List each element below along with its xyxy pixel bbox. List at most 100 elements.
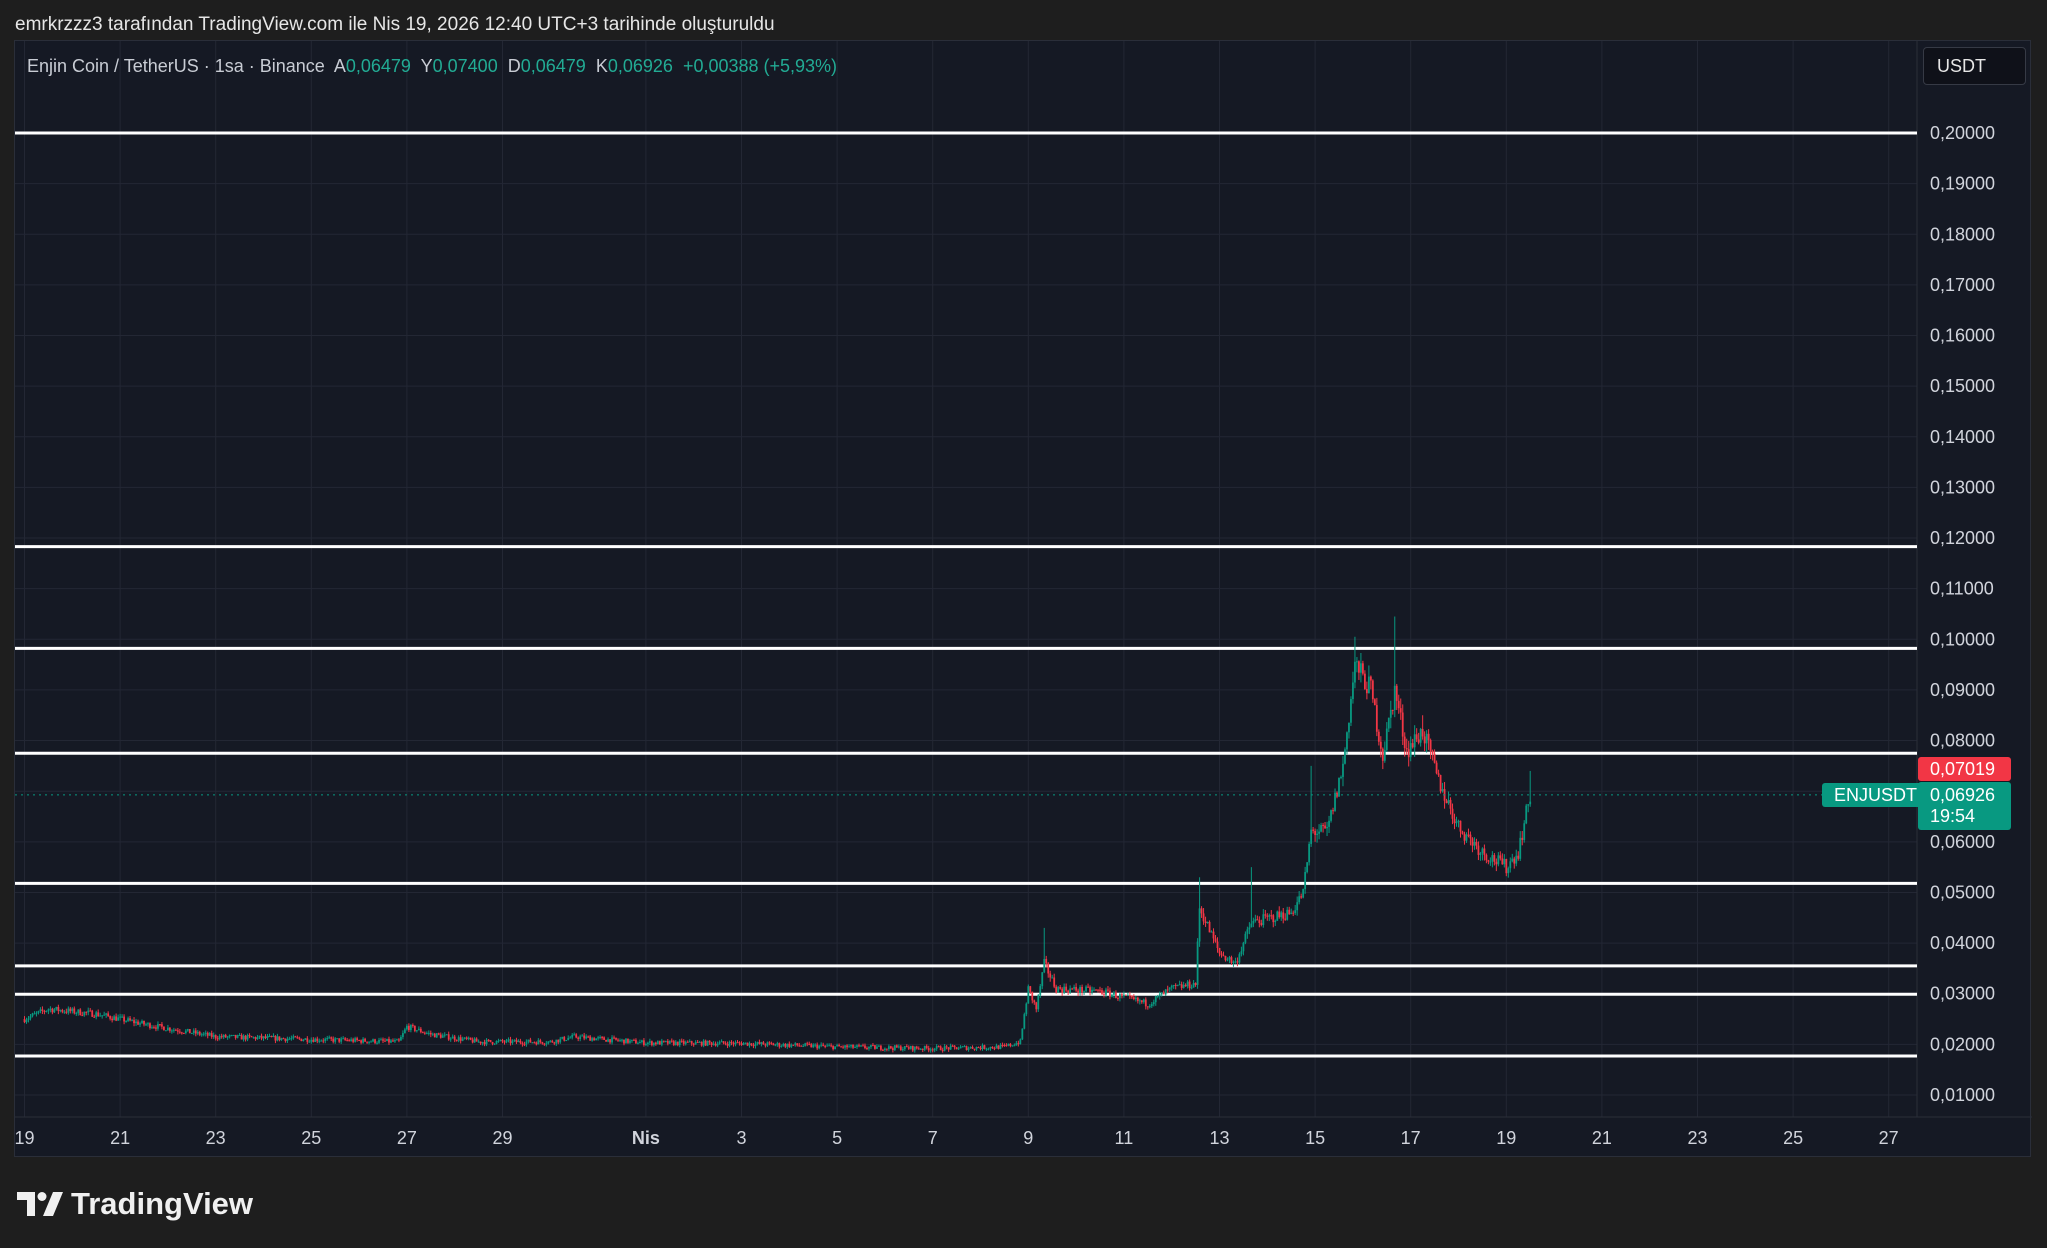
candle-body [81,1015,84,1017]
candle-body [212,1035,215,1037]
candle-body [314,1038,317,1042]
candle-body [786,1043,789,1047]
candle-body [172,1029,175,1031]
candle-body [1206,921,1209,924]
candle-body [1274,920,1277,923]
candle-body [621,1039,623,1041]
candle-body [67,1008,70,1013]
candle-body [121,1016,123,1018]
candle-body [1417,739,1420,743]
currency-unit-button[interactable]: USDT [1923,47,2026,85]
candle-body [758,1042,761,1044]
candle-body [1138,1000,1141,1002]
candle-body [238,1034,241,1036]
candle-body [1521,837,1524,840]
candle-body [1123,994,1125,996]
candle-body [1168,987,1171,990]
candle-body [645,1044,647,1046]
candle-body [983,1045,986,1049]
y-tick-label: 0,20000 [1930,123,1995,143]
candle-body [794,1043,797,1045]
candle-body [1043,958,1046,973]
candle-body [941,1050,944,1052]
candle-body [639,1041,641,1044]
price-chart[interactable]: 19 21 23 25 27 29 Nis 3 5 7 9 11 13 15 17 19 21 23 25 27 0,0… [15,41,2032,1158]
candle-body [700,1041,703,1046]
candle-body [145,1024,147,1026]
candle-body [119,1016,121,1018]
candle-body [1234,961,1237,963]
candle-body [344,1038,347,1040]
candle-body [1081,986,1083,993]
candle-body [61,1010,64,1012]
candle-body [91,1010,94,1017]
candle-body [674,1041,677,1045]
candle-body [73,1008,76,1014]
candle-body [1290,912,1293,915]
candle-body [107,1013,110,1017]
candle-body [1461,831,1464,834]
candle-body [479,1041,482,1044]
candle-body [750,1043,753,1046]
candle-body [1419,728,1422,743]
candle-body [348,1040,351,1042]
candle-body [870,1045,872,1047]
symbol-legend: Enjin Coin / TetherUS · 1sa · Binance A0… [27,56,837,77]
candle-body [79,1009,82,1016]
candle-body [856,1045,858,1047]
candle-body [597,1037,599,1039]
candle-body [1031,991,1034,1001]
close-value: 0,06926 [607,56,673,76]
x-tick-label: 25 [1783,1128,1803,1148]
candle-body [694,1042,697,1045]
candle-body [1383,749,1386,761]
prev-price-tag: 0,07019 [1918,757,2011,781]
candle-body [1001,1044,1004,1046]
candle-body [722,1041,725,1044]
candle-body [268,1035,271,1037]
high-label: Y [420,56,433,76]
candle-body [774,1044,777,1046]
candle-body [1411,743,1414,748]
candle-body [662,1040,665,1042]
candle-body [1204,921,1207,924]
x-tick-label: 25 [301,1128,321,1148]
candle-body [1401,712,1404,737]
candle-body [433,1033,436,1038]
candle-body [425,1032,428,1034]
open-label: A [333,56,346,76]
candle-body [115,1016,118,1021]
candle-body [1342,763,1344,777]
candle-body [784,1043,787,1047]
x-tick-label: 19 [1496,1128,1516,1148]
candle-body [1130,995,1133,998]
candle-body [1439,775,1442,792]
candle-body [1244,933,1247,943]
candle-body [991,1046,994,1049]
candle-body [623,1039,625,1044]
candle-body [1403,736,1406,749]
candle-body [541,1042,544,1044]
candle-body [286,1038,289,1042]
chart-panel[interactable]: 19 21 23 25 27 29 Nis 3 5 7 9 11 13 15 17 19 21 23 25 27 0,0… [14,40,2032,1158]
candle-body [1495,861,1498,865]
candle-body [1433,753,1436,763]
candle-body [989,1046,992,1049]
candle-body [1015,1043,1018,1046]
candle-body [280,1038,283,1041]
candle-body [557,1039,560,1043]
candle-body [1065,986,1068,991]
candle-body [1258,920,1261,924]
candle-body [643,1040,645,1046]
candle-body [533,1042,536,1044]
candle-body [874,1045,876,1049]
candle-body [860,1045,862,1047]
candle-body [1254,919,1257,921]
candle-body [1326,826,1328,829]
candle-body [186,1029,189,1031]
candle-body [927,1048,930,1051]
candle-body [826,1045,829,1047]
tradingview-logo[interactable]: TradingView [17,1186,253,1222]
candle-body [302,1039,305,1042]
candle-body [1132,997,1135,999]
